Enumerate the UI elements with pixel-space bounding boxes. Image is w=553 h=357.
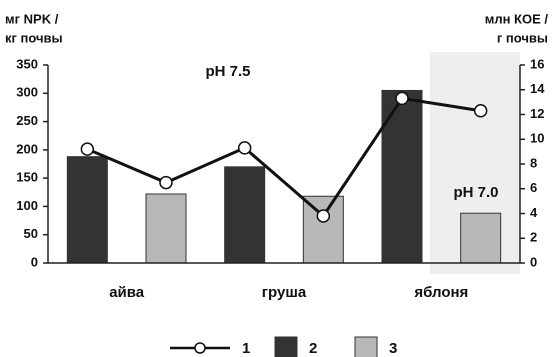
y-tick-label: 200 — [16, 141, 38, 156]
y-tick-label: 300 — [16, 85, 38, 100]
point — [316, 209, 331, 223]
x-tick-label: груша — [262, 284, 307, 301]
x-tick-label: яблоня — [414, 284, 468, 301]
y2-tick-label: 12 — [530, 106, 544, 121]
y-tick-label: 50 — [24, 226, 38, 241]
legend-swatch — [274, 336, 298, 357]
y2-tick-label: 6 — [530, 180, 537, 195]
y2-tick-label: 0 — [530, 254, 537, 269]
y2-tick-label: 4 — [530, 205, 538, 220]
bar — [66, 156, 108, 264]
bar — [302, 195, 344, 264]
y2-tick-label: 8 — [530, 155, 537, 170]
y2-tick-label: 14 — [530, 81, 545, 96]
bar — [381, 89, 423, 264]
bar — [224, 166, 266, 264]
line — [86, 96, 481, 219]
annotation: pH 7.0 — [453, 184, 498, 201]
point — [237, 141, 252, 155]
y-tick-label: 350 — [16, 56, 38, 71]
y-tick-label: 250 — [16, 113, 38, 128]
y2-tick-label: 16 — [530, 56, 544, 71]
legend-label: 1 — [242, 340, 250, 357]
point — [395, 91, 409, 106]
annotation: pH 7.5 — [205, 63, 250, 80]
y-axis-label: мг NPK / — [5, 11, 59, 26]
bar — [145, 193, 187, 264]
legend-swatch — [354, 336, 378, 357]
y-tick-label: 150 — [16, 170, 38, 185]
legend-label: 3 — [389, 340, 397, 357]
y2-axis-label: млн КОЕ / — [485, 11, 549, 26]
legend-marker — [194, 342, 206, 354]
bar — [460, 212, 502, 264]
point — [159, 175, 173, 190]
y-tick-label: 100 — [16, 198, 38, 213]
point — [80, 142, 95, 156]
y-tick-label: 0 — [31, 254, 38, 269]
y2-tick-label: 10 — [530, 131, 544, 146]
y2-tick-label: 2 — [530, 230, 537, 245]
y2-axis-label: г почвы — [497, 30, 548, 45]
legend-label: 2 — [309, 340, 317, 357]
point — [473, 104, 488, 118]
y-axis-label: кг почвы — [5, 30, 63, 45]
x-tick-label: айва — [109, 284, 145, 301]
